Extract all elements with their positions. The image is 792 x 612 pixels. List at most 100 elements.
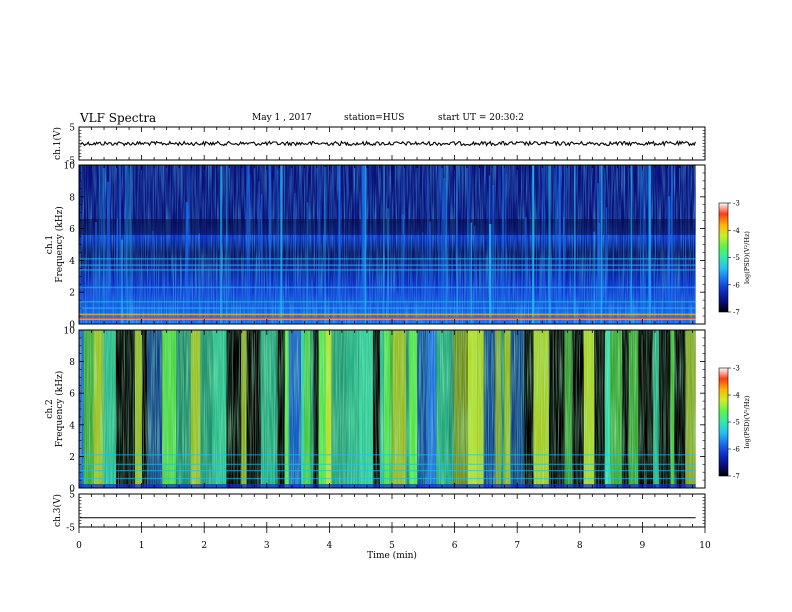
colorbar-tick-label-1: -4 — [733, 227, 740, 235]
y-axis-label-channel-2: ch.2 — [45, 399, 55, 418]
burst-line — [473, 225, 476, 324]
y-axis-label-channel-1: ch.1 — [45, 235, 55, 254]
x-tick-label: 7 — [514, 541, 520, 551]
tone-line — [79, 454, 696, 456]
x-tick-label: 3 — [264, 541, 270, 551]
burst-line — [383, 165, 385, 324]
burst-line — [220, 166, 223, 324]
tone-line — [79, 470, 696, 472]
burst-line — [364, 165, 367, 324]
x-tick-label: 0 — [76, 541, 82, 551]
burst-line — [563, 165, 566, 324]
burst-line — [549, 165, 551, 324]
burst-line — [456, 165, 458, 324]
burst-line — [125, 165, 127, 324]
burst-line — [469, 165, 471, 324]
burst-line — [129, 165, 132, 324]
colorbar-label-1: log(PSD)(V²/Hz) — [743, 231, 751, 284]
burst-line — [642, 165, 644, 324]
colorbar-tick-label-1: -7 — [733, 309, 740, 317]
tone-line — [79, 258, 696, 260]
colorbar-tick-label-2: -7 — [733, 473, 740, 481]
tone-line — [79, 463, 696, 465]
burst-line — [441, 165, 444, 324]
colorbar-1 — [718, 202, 729, 313]
burst-line — [422, 232, 424, 324]
burst-line — [198, 233, 200, 324]
burst-line — [597, 183, 599, 324]
burst-line — [119, 165, 121, 324]
spectrogram-noise — [79, 165, 696, 324]
y-axis-label-0: ch.1(V) — [52, 127, 63, 160]
y-tick-label-1: 10 — [64, 162, 76, 172]
burst-line — [121, 239, 123, 324]
burst-line — [456, 165, 458, 324]
y-tick-label-1: 8 — [69, 193, 75, 203]
burst-line — [470, 222, 473, 324]
burst-line — [667, 196, 671, 324]
x-tick-label: 4 — [327, 541, 333, 551]
burst-line — [103, 165, 105, 324]
y-tick-label-2: 6 — [69, 390, 75, 400]
burst-line — [443, 178, 446, 324]
spectrogram-2 — [79, 330, 696, 488]
x-tick-label: 10 — [699, 541, 711, 551]
burst-line — [467, 165, 469, 324]
tone-line — [79, 286, 696, 289]
colorbar-tick-label-2: -3 — [733, 365, 740, 373]
burst-line — [593, 231, 596, 324]
burst-line — [574, 165, 576, 324]
spectrogram-noise — [79, 330, 696, 488]
burst-line — [532, 165, 534, 324]
burst-line — [338, 165, 341, 324]
burst-line — [276, 169, 279, 324]
burst-line — [548, 165, 550, 324]
x-tick-label: 6 — [452, 541, 458, 551]
chart-title: VLF Spectra — [80, 111, 157, 125]
burst-line — [502, 165, 505, 324]
burst-line — [370, 165, 372, 324]
y-tick-label-2: 8 — [69, 358, 75, 368]
burst-line — [670, 165, 673, 324]
burst-line — [640, 165, 642, 324]
y-tick-label-2: 4 — [69, 421, 75, 431]
burst-line — [438, 165, 440, 324]
y-tick-label-3: -5 — [66, 524, 75, 534]
burst-line — [246, 165, 249, 324]
tone-line — [79, 264, 696, 266]
burst-line — [116, 218, 119, 324]
colorbar-tick-label-1: -3 — [733, 200, 740, 208]
burst-line — [555, 165, 558, 324]
burst-line — [151, 230, 154, 324]
burst-line — [387, 208, 389, 324]
y-tick-label-0: -5 — [66, 157, 75, 167]
colorbar-tick-label-2: -5 — [733, 419, 740, 427]
tone-line — [79, 307, 696, 309]
burst-line — [280, 165, 283, 324]
burst-line — [505, 173, 507, 324]
burst-line — [106, 181, 110, 324]
burst-line — [492, 184, 495, 324]
y-axis-label-1: Frequency (kHz) — [54, 206, 65, 283]
burst-line — [306, 202, 309, 324]
burst-line — [185, 202, 188, 324]
spectrogram-1 — [79, 165, 696, 324]
burst-line — [543, 165, 546, 324]
ch1-waveform-line — [80, 140, 696, 147]
colorbar-tick-label-1: -6 — [733, 281, 740, 289]
burst-line — [630, 165, 633, 324]
burst-line — [597, 222, 600, 324]
station-label: station=HUS — [344, 113, 405, 123]
burst-line — [541, 165, 544, 324]
x-tick-label: 8 — [577, 541, 583, 551]
burst-line — [324, 167, 326, 324]
y-tick-label-1: 0 — [69, 321, 75, 331]
y-tick-label-1: 2 — [69, 289, 75, 299]
colorbar-2 — [718, 367, 729, 477]
burst-line — [599, 165, 601, 324]
burst-line — [258, 181, 260, 324]
burst-line — [489, 224, 492, 324]
y-tick-label-2: 10 — [64, 327, 76, 337]
x-tick-label: 5 — [389, 541, 395, 551]
burst-line — [247, 165, 249, 324]
